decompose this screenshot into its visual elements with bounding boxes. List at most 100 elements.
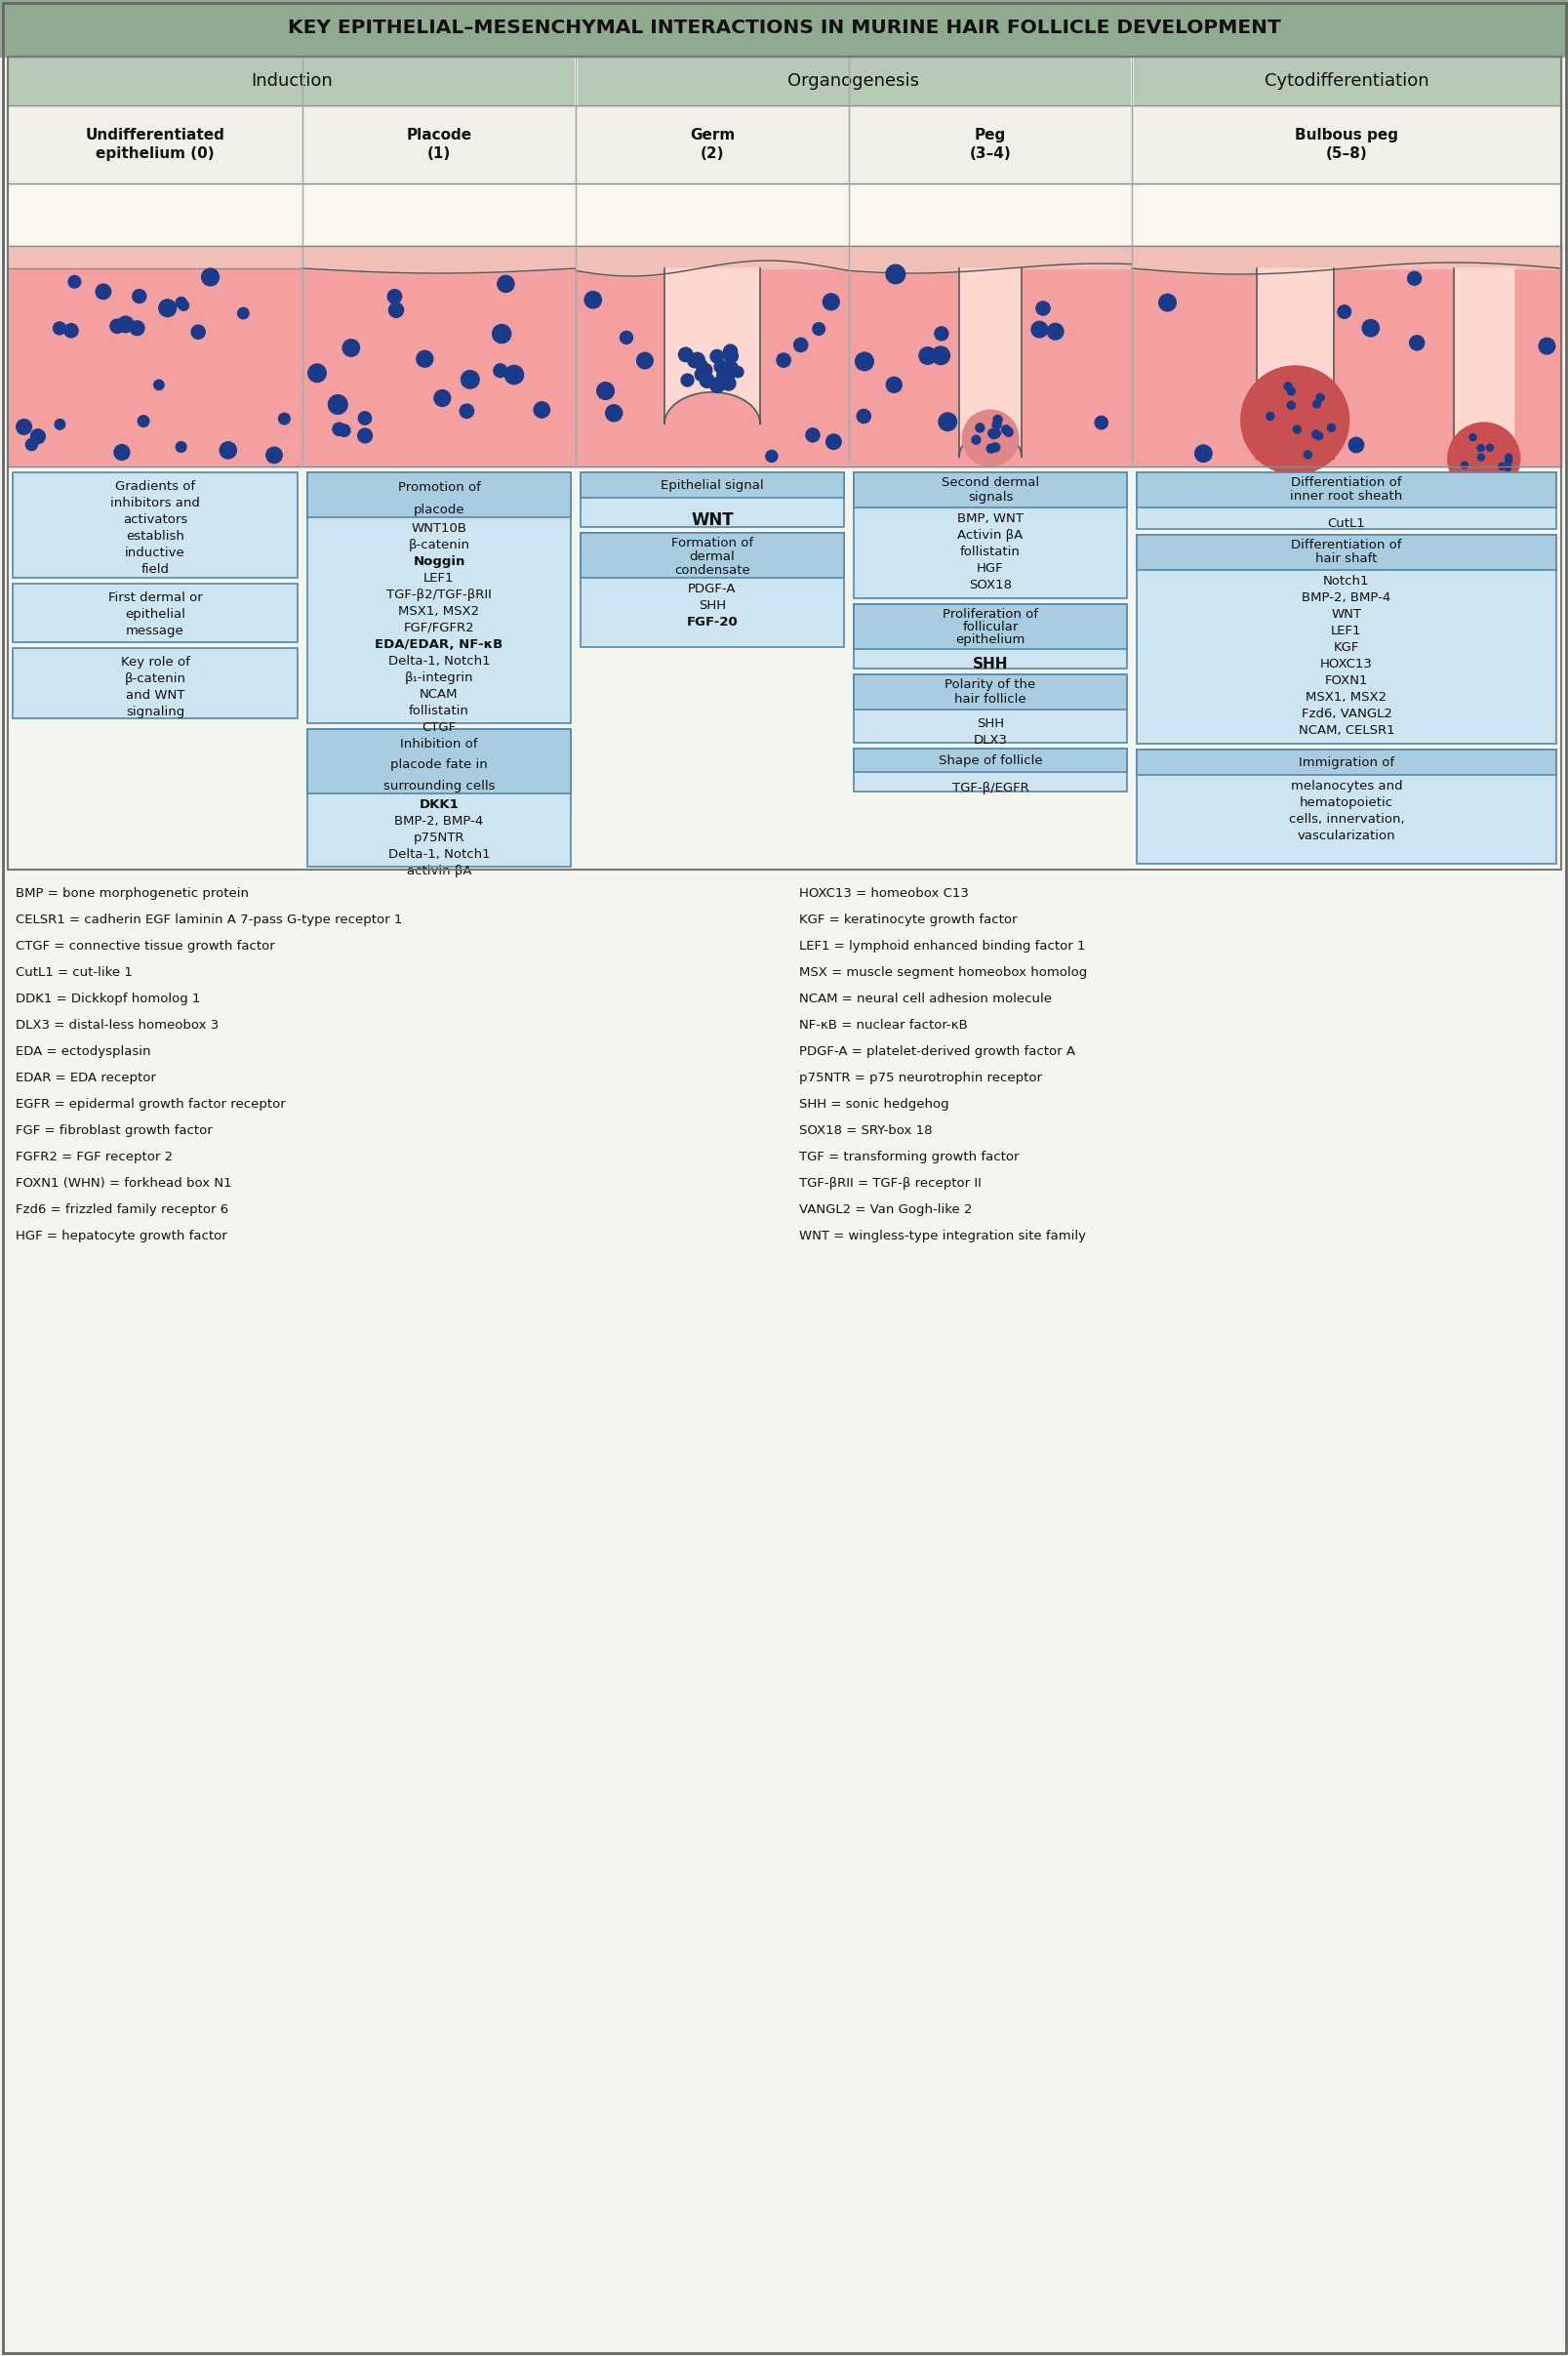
Circle shape: [991, 443, 999, 452]
Circle shape: [717, 370, 728, 382]
Circle shape: [822, 294, 839, 311]
Circle shape: [267, 448, 282, 464]
Circle shape: [812, 323, 825, 335]
Text: CutL1: CutL1: [1327, 518, 1364, 530]
Circle shape: [596, 382, 613, 401]
Circle shape: [1469, 434, 1475, 441]
Text: Placode
(1): Placode (1): [406, 127, 472, 163]
Bar: [853, 471, 1126, 507]
Circle shape: [696, 360, 707, 372]
Bar: [307, 728, 571, 794]
Text: activators: activators: [122, 514, 187, 525]
Circle shape: [1408, 335, 1424, 351]
Circle shape: [1477, 445, 1483, 452]
Bar: [580, 471, 844, 497]
Text: Epithelial signal: Epithelial signal: [660, 478, 764, 492]
Circle shape: [339, 424, 350, 436]
Circle shape: [1327, 424, 1334, 431]
Circle shape: [358, 412, 372, 424]
Bar: [853, 603, 1126, 648]
Text: Induction: Induction: [251, 73, 332, 90]
Bar: [580, 532, 844, 648]
Circle shape: [988, 429, 996, 438]
Bar: [853, 603, 1126, 669]
Circle shape: [492, 325, 511, 344]
Circle shape: [776, 353, 790, 368]
Bar: [1131, 245, 1560, 269]
Text: BMP-2, BMP-4: BMP-2, BMP-4: [394, 815, 483, 827]
Text: KEY EPITHELIAL–MESENCHYMAL INTERACTIONS IN MURINE HAIR FOLLICLE DEVELOPMENT: KEY EPITHELIAL–MESENCHYMAL INTERACTIONS …: [289, 19, 1279, 38]
Circle shape: [202, 269, 220, 285]
Text: MSX = muscle segment homeobox homolog: MSX = muscle segment homeobox homolog: [798, 966, 1087, 978]
Polygon shape: [665, 269, 759, 424]
Circle shape: [855, 353, 873, 370]
Text: Formation of: Formation of: [671, 537, 753, 549]
Text: EGFR = epidermal growth factor receptor: EGFR = epidermal growth factor receptor: [16, 1098, 285, 1110]
Circle shape: [154, 379, 165, 391]
Text: field: field: [141, 563, 169, 575]
Text: Differentiation of: Differentiation of: [1290, 540, 1402, 551]
Circle shape: [307, 365, 326, 382]
Text: β-catenin: β-catenin: [408, 540, 469, 551]
Bar: [575, 245, 848, 269]
Text: TGF = transforming growth factor: TGF = transforming growth factor: [798, 1150, 1019, 1164]
Circle shape: [31, 429, 45, 443]
Text: HOXC13 = homeobox C13: HOXC13 = homeobox C13: [798, 888, 967, 900]
Circle shape: [64, 323, 78, 337]
Polygon shape: [1256, 269, 1333, 459]
Circle shape: [328, 396, 347, 415]
Text: dermal: dermal: [688, 551, 735, 563]
Circle shape: [721, 365, 735, 379]
Bar: [1131, 184, 1560, 245]
Text: FGFR2 = FGF receptor 2: FGFR2 = FGF receptor 2: [16, 1150, 172, 1164]
Text: signaling: signaling: [125, 707, 185, 719]
Text: BMP = bone morphogenetic protein: BMP = bone morphogenetic protein: [16, 888, 249, 900]
Bar: [1131, 245, 1560, 466]
Text: WNT10B: WNT10B: [411, 523, 467, 535]
Circle shape: [1497, 462, 1504, 469]
Circle shape: [416, 351, 433, 368]
Text: signals: signals: [967, 490, 1013, 504]
Text: FOXN1: FOXN1: [1323, 674, 1367, 688]
Circle shape: [886, 264, 905, 283]
Circle shape: [975, 424, 983, 431]
Text: FGF-20: FGF-20: [687, 615, 737, 629]
Text: EDAR = EDA receptor: EDAR = EDA receptor: [16, 1072, 155, 1084]
Bar: [0, 0, 1568, 57]
Text: DKK1: DKK1: [419, 799, 459, 810]
Bar: [853, 749, 1126, 773]
Circle shape: [993, 415, 1002, 424]
Circle shape: [434, 391, 450, 405]
Circle shape: [1159, 294, 1176, 311]
Text: HGF = hepatocyte growth factor: HGF = hepatocyte growth factor: [16, 1230, 227, 1242]
Circle shape: [793, 337, 808, 351]
Text: Delta-1, Notch1: Delta-1, Notch1: [387, 655, 489, 667]
Circle shape: [279, 412, 290, 424]
Text: message: message: [125, 624, 183, 638]
Text: epithelial: epithelial: [125, 608, 185, 620]
Text: inductive: inductive: [125, 547, 185, 558]
Text: WNT: WNT: [690, 511, 734, 530]
Circle shape: [709, 377, 724, 393]
Circle shape: [118, 316, 133, 332]
Circle shape: [1292, 426, 1300, 434]
Text: TGF-β/EGFR: TGF-β/EGFR: [952, 782, 1029, 794]
Text: KGF: KGF: [1333, 641, 1358, 655]
Text: NF-κB = nuclear factor-κB: NF-κB = nuclear factor-κB: [798, 1018, 967, 1032]
Circle shape: [724, 363, 737, 375]
Circle shape: [806, 429, 818, 443]
Circle shape: [856, 410, 870, 424]
Text: hair shaft: hair shaft: [1316, 554, 1377, 565]
Circle shape: [342, 339, 359, 356]
Circle shape: [238, 309, 249, 318]
Text: LEF1: LEF1: [423, 573, 455, 584]
Text: FOXN1 (WHN) = forkhead box N1: FOXN1 (WHN) = forkhead box N1: [16, 1178, 232, 1190]
Circle shape: [585, 292, 601, 309]
Circle shape: [1477, 455, 1483, 462]
Circle shape: [1338, 306, 1350, 318]
Text: SHH: SHH: [972, 657, 1008, 671]
Text: hematopoietic: hematopoietic: [1298, 796, 1392, 808]
Text: CTGF: CTGF: [422, 721, 456, 735]
Text: surrounding cells: surrounding cells: [383, 780, 494, 794]
Text: Key role of: Key role of: [121, 655, 190, 669]
